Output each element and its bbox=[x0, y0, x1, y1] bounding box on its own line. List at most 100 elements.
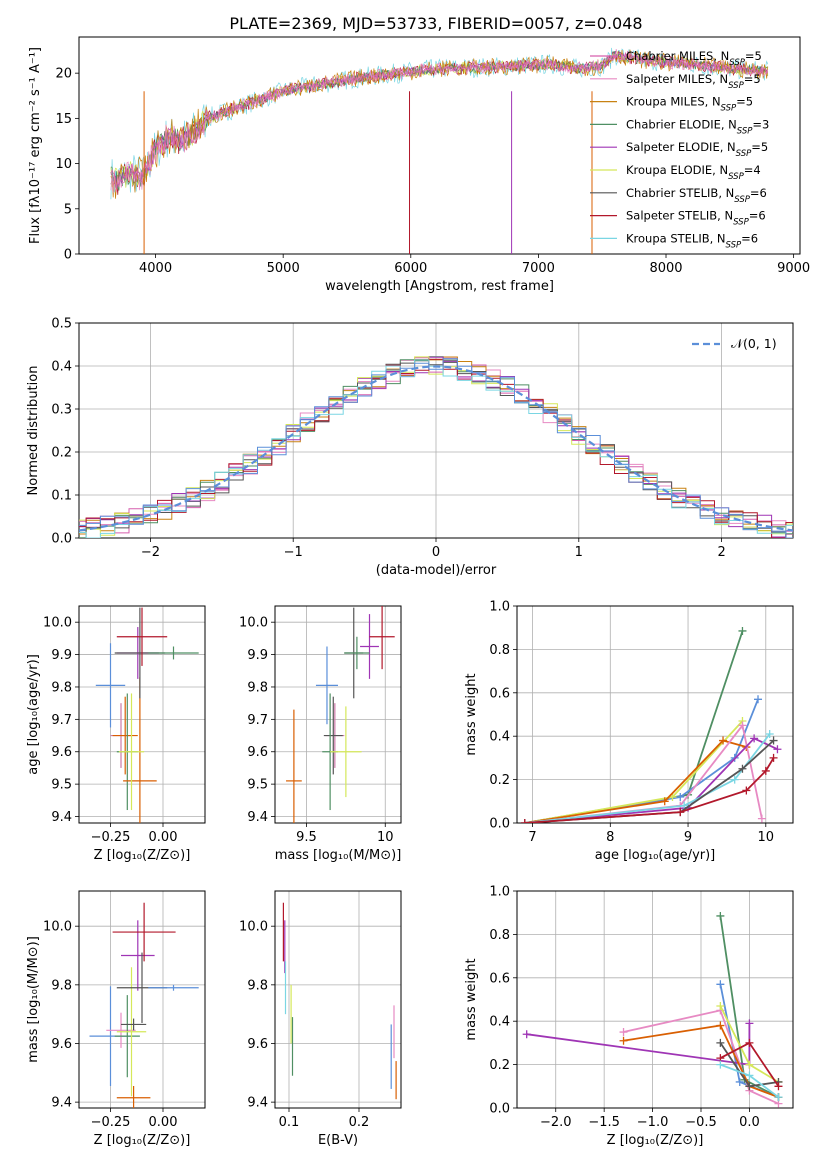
plots: 4000 5000 6000 7000 8000 900005101520waveleng… bbox=[26, 36, 810, 1148]
y-tick-label: 0.2 bbox=[51, 446, 72, 461]
series-marker bbox=[735, 1077, 744, 1086]
x-tick-label: −1 bbox=[284, 545, 303, 560]
y-tick-label: 9.9 bbox=[247, 648, 268, 663]
axes-frame bbox=[78, 890, 206, 1109]
y-tick-label: 1.0 bbox=[489, 600, 510, 615]
axes-frame bbox=[516, 890, 794, 1109]
y-tick-label: 1.0 bbox=[489, 885, 510, 900]
plot-area bbox=[110, 47, 769, 254]
y-tick-label: 0.1 bbox=[51, 489, 72, 504]
series-marker bbox=[769, 753, 778, 762]
series-marker bbox=[676, 792, 685, 801]
histogram-series bbox=[79, 356, 793, 538]
plot-area bbox=[522, 911, 783, 1108]
plot-area bbox=[79, 356, 793, 538]
y-tick-label: 20 bbox=[55, 67, 72, 82]
series-marker bbox=[738, 721, 747, 730]
x-axis-label: wavelength [Angstrom, rest frame] bbox=[325, 279, 554, 294]
x-tick-label: 9.5 bbox=[296, 830, 317, 845]
series-marker bbox=[520, 819, 529, 823]
y-tick-label: 9.7 bbox=[247, 713, 268, 728]
reference-legend-label: 𝒩(0, 1) bbox=[731, 336, 777, 351]
series-marker bbox=[738, 626, 747, 635]
y-axis-label: mass [log₁₀(M/M⊙)] bbox=[26, 936, 41, 1063]
axes-frame bbox=[78, 322, 794, 539]
y-tick-label: 9.6 bbox=[51, 1037, 72, 1052]
series-marker bbox=[660, 797, 669, 806]
series-marker bbox=[716, 1038, 725, 1047]
series-marker bbox=[757, 814, 766, 823]
y-tick-label: 9.8 bbox=[51, 680, 72, 695]
y-tick-label: 9.9 bbox=[51, 648, 72, 663]
x-tick-label: −2.0 bbox=[540, 1115, 572, 1130]
series-marker bbox=[676, 808, 685, 817]
x-tick-label: −0.25 bbox=[91, 1115, 131, 1130]
plot-area bbox=[282, 902, 397, 1100]
y-axis-label: Flux [fλ10⁻¹⁷ erg cm⁻² s⁻¹ A⁻¹] bbox=[28, 47, 43, 244]
histogram-series bbox=[79, 356, 793, 538]
series-line bbox=[524, 757, 775, 823]
y-tick-label: 9.4 bbox=[247, 1096, 268, 1111]
histogram-series bbox=[79, 358, 793, 538]
x-tick-label: −2 bbox=[141, 545, 160, 560]
series-marker bbox=[680, 801, 689, 810]
x-tick-label: 9 bbox=[684, 830, 692, 845]
y-axis-label: Normed distribution bbox=[26, 366, 41, 496]
y-tick-label: 0 bbox=[64, 248, 72, 263]
y-tick-label: 0.6 bbox=[489, 686, 510, 701]
series-marker bbox=[774, 1093, 783, 1102]
y-tick-label: 9.6 bbox=[247, 745, 268, 760]
legend-label: Chabrier ELODIE, NSSP=3 bbox=[626, 117, 769, 136]
series-marker bbox=[745, 1082, 754, 1091]
series-marker bbox=[522, 1030, 531, 1039]
x-tick-label: 0.00 bbox=[149, 830, 178, 845]
plot-area bbox=[286, 606, 395, 823]
series-marker bbox=[745, 1060, 754, 1069]
x-tick-label: 0.1 bbox=[279, 1115, 300, 1130]
y-tick-label: 9.8 bbox=[51, 978, 72, 993]
y-axis-label: mass weight bbox=[464, 673, 479, 755]
x-axis-label: E(B-V) bbox=[318, 1133, 358, 1148]
x-tick-label: −0.25 bbox=[91, 830, 131, 845]
series-marker bbox=[774, 1082, 783, 1091]
y-tick-label: 9.7 bbox=[51, 713, 72, 728]
y-tick-label: 0.2 bbox=[489, 773, 510, 788]
y-tick-label: 0.8 bbox=[489, 928, 510, 943]
legend-label: Kroupa STELIB, NSSP=6 bbox=[626, 231, 758, 250]
y-tick-label: 0.8 bbox=[489, 643, 510, 658]
series-marker bbox=[730, 775, 739, 784]
x-axis-label: Z [log₁₀(Z/Z⊙)] bbox=[94, 848, 191, 863]
y-tick-label: 0.4 bbox=[489, 730, 510, 745]
axes-frame bbox=[274, 890, 402, 1109]
axes-residuals: −2 −1 0 1 2 0.0 0.1 0.2 0.3 0.4 0.5 (data-model)/er… bbox=[26, 317, 794, 578]
series-marker bbox=[761, 766, 770, 775]
y-tick-label: 9.6 bbox=[51, 745, 72, 760]
normal-reference-curve bbox=[79, 365, 793, 532]
series-marker bbox=[716, 1021, 725, 1030]
x-tick-label: 1 bbox=[575, 545, 583, 560]
axes-mass-vs-ebv: 0.1 0.2 9.4 9.6 9.8 10.0 E(B-V) bbox=[239, 890, 402, 1148]
series-marker bbox=[765, 730, 774, 739]
axes-frame bbox=[274, 605, 402, 824]
spectrum-line bbox=[110, 48, 769, 193]
y-tick-label: 0.4 bbox=[51, 360, 72, 375]
series-line bbox=[524, 737, 778, 823]
x-axis-label: mass [log₁₀(M/M⊙)] bbox=[275, 848, 402, 863]
y-tick-label: 0.2 bbox=[489, 1058, 510, 1073]
x-tick-label: 9000 bbox=[777, 261, 810, 276]
y-tick-label: 9.4 bbox=[247, 810, 268, 825]
series-marker bbox=[738, 764, 747, 773]
y-tick-label: 0.4 bbox=[489, 1015, 510, 1030]
y-tick-label: 10.0 bbox=[239, 920, 268, 935]
figure-title: PLATE=2369, MJD=53733, FIBERID=0057, z=0… bbox=[229, 14, 642, 33]
y-tick-label: 5 bbox=[64, 202, 72, 217]
y-tick-label: 9.5 bbox=[51, 778, 72, 793]
histogram-series bbox=[79, 359, 793, 538]
axes-spectrum: 4000 5000 6000 7000 8000 9000 0 5 10 15 20 waveleng… bbox=[28, 36, 810, 294]
x-tick-label: 8000 bbox=[649, 261, 682, 276]
x-tick-label: 2 bbox=[717, 545, 725, 560]
plot-area bbox=[95, 607, 199, 823]
series-marker bbox=[716, 1060, 725, 1069]
x-axis-label: (data-model)/error bbox=[376, 563, 497, 578]
